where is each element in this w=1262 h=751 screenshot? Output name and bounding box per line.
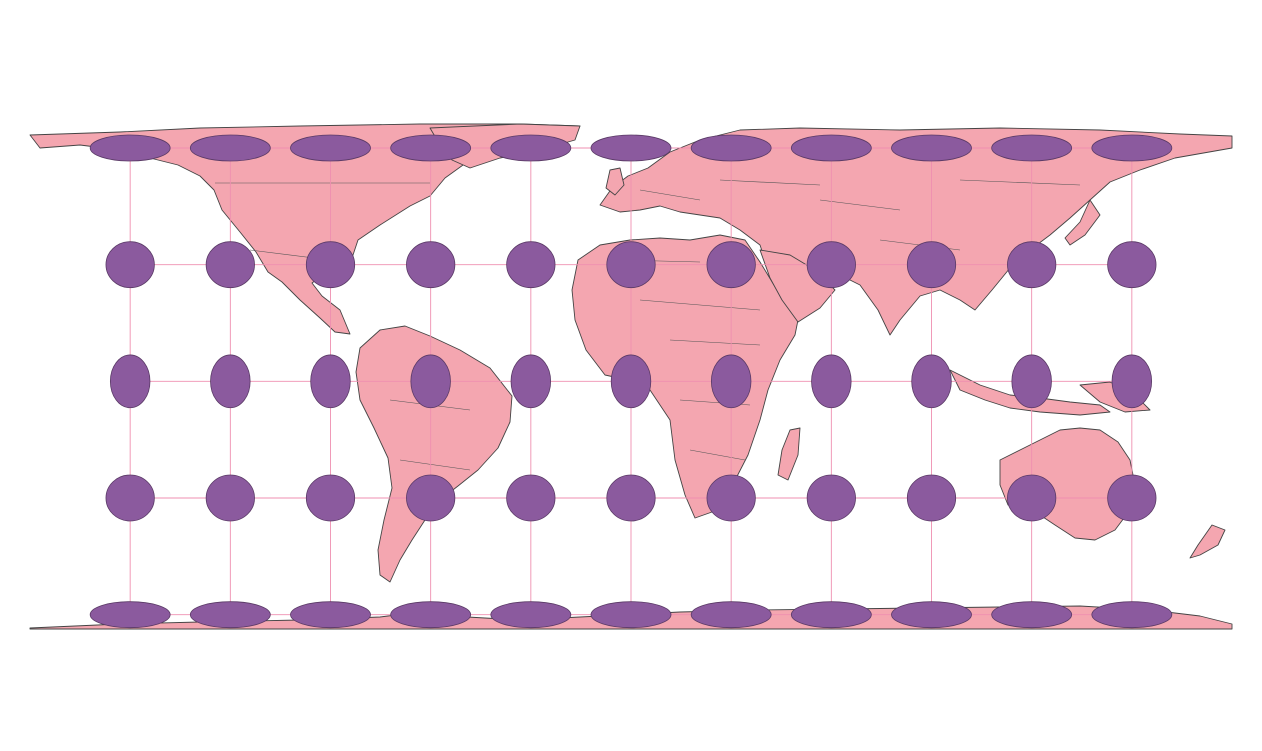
tissot-ellipse <box>1107 474 1157 522</box>
landmass-japan <box>1064 199 1101 246</box>
tissot-ellipse <box>806 474 856 522</box>
tissot-ellipse <box>109 354 151 409</box>
tissot-ellipse <box>610 354 652 409</box>
tissot-ellipse <box>1011 354 1052 409</box>
tissot-ellipse <box>89 601 171 629</box>
tissot-ellipse <box>490 134 572 162</box>
tissot-ellipse <box>290 134 371 162</box>
tissot-ellipse <box>606 241 656 289</box>
tissot-ellipse <box>1091 601 1173 629</box>
tissot-ellipse <box>1111 354 1153 409</box>
tissot-ellipse <box>406 474 456 522</box>
tissot-ellipse <box>606 474 656 522</box>
tissot-ellipse <box>706 241 756 289</box>
tissot-ellipse <box>991 134 1073 162</box>
tissot-ellipse <box>105 474 155 522</box>
tissot-ellipse <box>506 241 556 289</box>
tissot-ellipse <box>510 354 552 409</box>
tissot-ellipse <box>590 601 672 629</box>
tissot-ellipse <box>811 354 852 409</box>
tissot-ellipse <box>205 241 255 289</box>
tissot-ellipse <box>310 354 351 409</box>
tissot-ellipse <box>906 241 957 289</box>
tissot-ellipse <box>390 601 472 629</box>
tissot-ellipse <box>1107 241 1157 289</box>
tissot-ellipse <box>189 134 271 162</box>
tissot-ellipse <box>706 474 756 522</box>
tissot-ellipse <box>911 354 952 409</box>
tissot-ellipse <box>189 601 271 629</box>
landmass-eurasia <box>599 127 1233 336</box>
landmass-british-isles <box>605 167 625 196</box>
tissot-ellipse <box>506 474 556 522</box>
landmass-madagascar <box>777 427 801 481</box>
tissot-ellipse <box>891 134 972 162</box>
tissot-ellipse <box>991 601 1073 629</box>
tissot-ellipse <box>891 601 972 629</box>
landmass-arabian-peninsula <box>759 249 836 323</box>
tissot-ellipse <box>410 354 451 409</box>
tissot-ellipse <box>710 354 752 409</box>
tissot-ellipse <box>690 601 772 629</box>
tissot-ellipse <box>305 241 356 289</box>
tissot-ellipse <box>105 241 155 289</box>
tissot-ellipse <box>390 134 472 162</box>
landmass-indonesia <box>949 369 1111 416</box>
tissot-ellipse <box>89 134 171 162</box>
tissot-ellipse <box>806 241 856 289</box>
tissot-ellipse <box>406 241 456 289</box>
tissot-ellipse <box>490 601 572 629</box>
tissot-ellipse <box>790 601 872 629</box>
tissot-ellipse <box>1007 474 1057 522</box>
tissot-ellipse <box>1091 134 1173 162</box>
tissot-ellipse <box>290 601 371 629</box>
tissot-ellipse <box>205 474 255 522</box>
landmass-new-zealand <box>1189 524 1226 559</box>
tissot-ellipse <box>906 474 957 522</box>
tissot-ellipse <box>305 474 356 522</box>
tissot-ellipse <box>1007 241 1057 289</box>
tissot-ellipse <box>790 134 872 162</box>
tissot-indicatrix-layer <box>89 134 1173 629</box>
tissot-ellipse <box>210 354 251 409</box>
tissot-ellipse <box>590 134 672 162</box>
tissot-ellipse <box>690 134 772 162</box>
